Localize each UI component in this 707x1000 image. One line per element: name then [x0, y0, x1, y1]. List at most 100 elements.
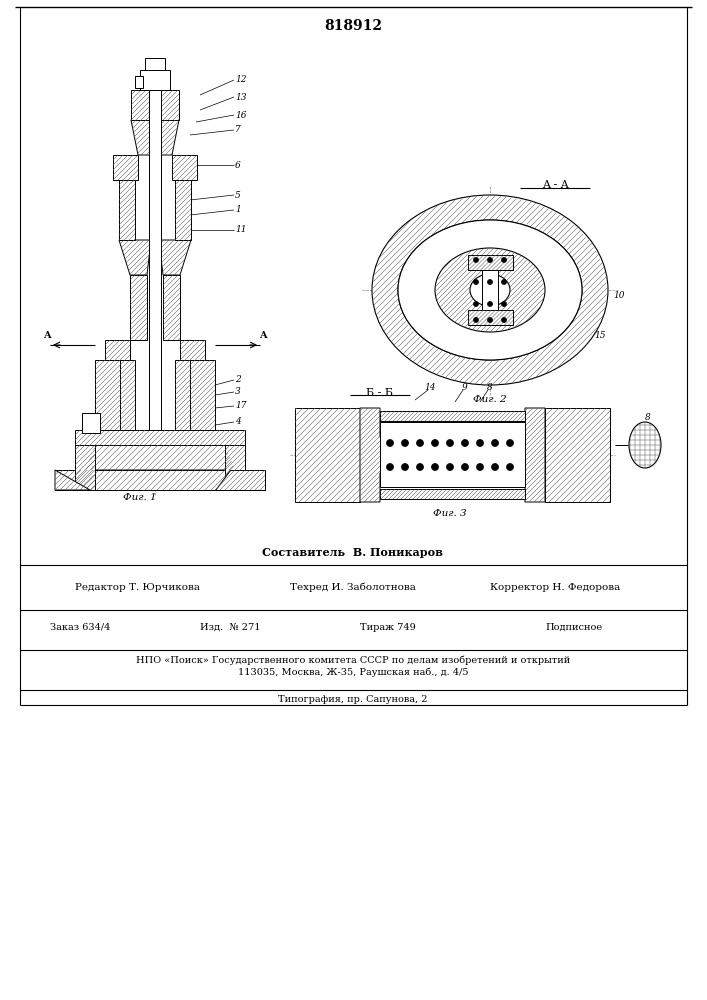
Bar: [380, 422, 525, 487]
Polygon shape: [190, 360, 215, 430]
Text: A: A: [43, 330, 51, 340]
Polygon shape: [159, 240, 191, 275]
Text: A - A: A - A: [542, 180, 568, 190]
Text: 9: 9: [462, 383, 468, 392]
Circle shape: [501, 257, 506, 262]
Circle shape: [447, 440, 453, 446]
Polygon shape: [113, 155, 138, 180]
Ellipse shape: [629, 422, 661, 468]
Circle shape: [474, 257, 479, 262]
Text: 10: 10: [613, 290, 624, 300]
Circle shape: [387, 464, 394, 471]
Text: Изд.  № 271: Изд. № 271: [200, 622, 260, 632]
Circle shape: [402, 464, 409, 471]
Text: Фиг. 1: Фиг. 1: [123, 493, 157, 502]
Polygon shape: [158, 90, 179, 120]
Ellipse shape: [398, 220, 582, 360]
Polygon shape: [360, 408, 400, 502]
Text: 2: 2: [235, 375, 241, 384]
Text: 4: 4: [235, 418, 241, 426]
Circle shape: [488, 279, 493, 284]
Text: Тираж 749: Тираж 749: [360, 622, 416, 632]
Bar: [140, 70, 170, 90]
Polygon shape: [131, 120, 155, 155]
Polygon shape: [172, 155, 197, 180]
Polygon shape: [215, 470, 265, 490]
Circle shape: [474, 302, 479, 306]
Bar: [149, 90, 161, 430]
Text: 8: 8: [645, 412, 651, 422]
Bar: [135, 76, 143, 88]
Circle shape: [474, 279, 479, 284]
Text: Фиг. 3: Фиг. 3: [433, 508, 467, 518]
Circle shape: [447, 464, 453, 471]
Polygon shape: [505, 408, 545, 502]
Polygon shape: [119, 240, 151, 275]
Text: НПО «Поиск» Государственного комитета СССР по делам изобретений и открытий: НПО «Поиск» Государственного комитета СС…: [136, 655, 570, 665]
Circle shape: [491, 440, 498, 446]
Polygon shape: [130, 275, 147, 340]
Circle shape: [431, 440, 438, 446]
Circle shape: [462, 440, 469, 446]
Text: Подписное: Подписное: [545, 622, 602, 632]
Text: 3: 3: [235, 387, 241, 396]
Polygon shape: [119, 180, 135, 240]
Polygon shape: [175, 360, 190, 430]
Polygon shape: [55, 470, 90, 490]
Circle shape: [431, 464, 438, 471]
Polygon shape: [55, 470, 265, 490]
Circle shape: [387, 440, 394, 446]
Text: 12: 12: [235, 76, 247, 85]
Text: 6: 6: [235, 160, 241, 169]
Polygon shape: [85, 445, 235, 470]
Circle shape: [506, 440, 513, 446]
Text: A: A: [259, 330, 267, 340]
Polygon shape: [105, 340, 130, 360]
Circle shape: [488, 302, 493, 306]
Circle shape: [416, 464, 423, 471]
Circle shape: [491, 464, 498, 471]
Polygon shape: [380, 411, 525, 421]
Text: Корректор Н. Федорова: Корректор Н. Федорова: [490, 582, 620, 591]
Text: 11: 11: [235, 226, 247, 234]
Text: 15: 15: [594, 330, 605, 340]
Circle shape: [488, 318, 493, 322]
Text: 5: 5: [235, 190, 241, 200]
Polygon shape: [180, 340, 205, 360]
Ellipse shape: [372, 195, 608, 385]
Circle shape: [488, 257, 493, 262]
Circle shape: [402, 440, 409, 446]
Text: Б - Б: Б - Б: [366, 388, 394, 398]
Text: Фиг. 2: Фиг. 2: [473, 395, 507, 404]
Ellipse shape: [435, 248, 545, 332]
Polygon shape: [380, 489, 525, 499]
Text: Заказ 634/4: Заказ 634/4: [50, 622, 110, 632]
Polygon shape: [225, 445, 245, 490]
Polygon shape: [75, 430, 245, 445]
Circle shape: [501, 318, 506, 322]
Polygon shape: [131, 90, 152, 120]
Text: 1: 1: [235, 206, 241, 215]
Text: 818912: 818912: [324, 19, 382, 33]
Polygon shape: [175, 180, 191, 240]
Circle shape: [462, 464, 469, 471]
Polygon shape: [155, 120, 179, 155]
Polygon shape: [545, 408, 610, 502]
Text: 16: 16: [235, 110, 247, 119]
Text: 7: 7: [235, 125, 241, 134]
Text: 13: 13: [235, 93, 247, 102]
Bar: [145, 58, 165, 70]
Circle shape: [477, 440, 484, 446]
Polygon shape: [75, 445, 95, 490]
Text: Техред И. Заболотнова: Техред И. Заболотнова: [290, 582, 416, 592]
Text: Составитель  В. Поникаров: Составитель В. Поникаров: [262, 548, 443, 558]
Bar: [82, 413, 100, 433]
Polygon shape: [163, 275, 180, 340]
Polygon shape: [95, 360, 120, 430]
Circle shape: [506, 464, 513, 471]
Polygon shape: [295, 408, 360, 502]
Text: 14: 14: [424, 383, 436, 392]
Text: 113035, Москва, Ж-35, Раушская наб., д. 4/5: 113035, Москва, Ж-35, Раушская наб., д. …: [238, 667, 468, 677]
Ellipse shape: [470, 274, 510, 306]
Circle shape: [416, 440, 423, 446]
